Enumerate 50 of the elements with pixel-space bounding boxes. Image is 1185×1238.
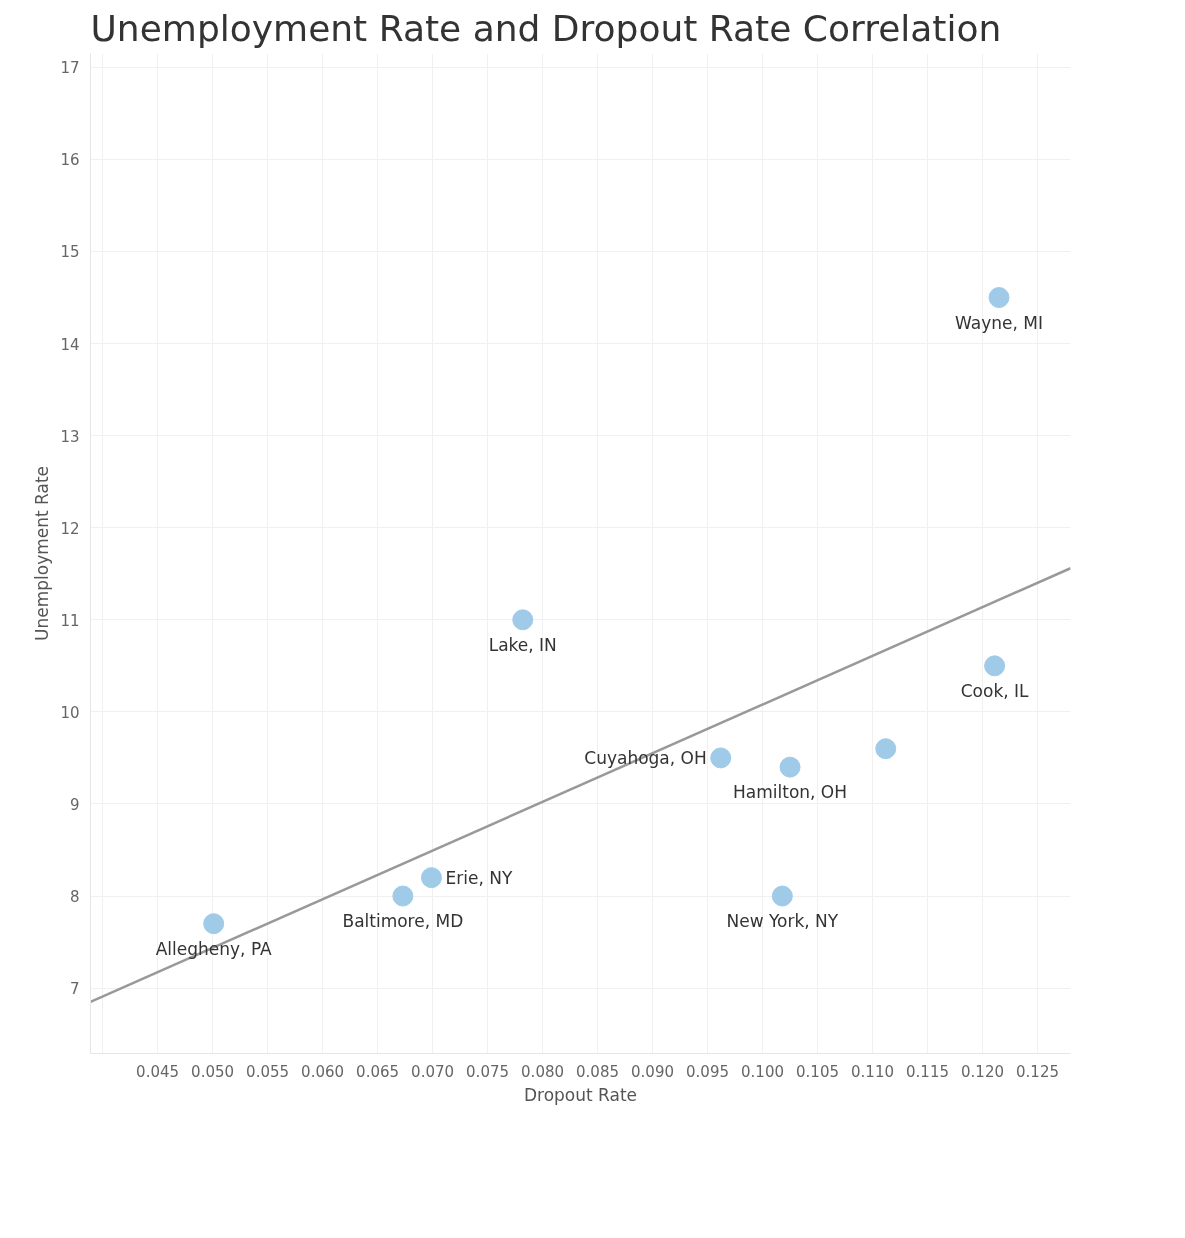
y-tick-label: 13 xyxy=(60,427,80,446)
annotation: Wayne, MI xyxy=(955,312,1043,333)
x-tick-label: 0.055 xyxy=(246,1062,290,1081)
annotation: Cuyahoga, OH xyxy=(584,747,707,768)
x-tick-label: 0.115 xyxy=(906,1062,949,1081)
x-tick-label: 0.050 xyxy=(191,1062,235,1081)
x-tick-label: 0.045 xyxy=(136,1062,180,1081)
annotation: Cook, IL xyxy=(960,680,1030,701)
x-tick-label: 0.060 xyxy=(301,1062,345,1081)
annotation: Allegheny, PA xyxy=(155,938,273,959)
x-tick-label: 0.065 xyxy=(356,1062,400,1081)
point xyxy=(420,867,442,889)
point xyxy=(779,756,801,778)
annotation: Lake, IN xyxy=(488,634,557,655)
y-tick-label: 17 xyxy=(60,59,80,78)
point xyxy=(512,609,534,631)
point xyxy=(710,747,732,769)
y-tick-label: 7 xyxy=(69,980,80,999)
chart-title: Unemployment Rate and Dropout Rate Correlation xyxy=(90,7,1002,49)
x-tick-label: 0.090 xyxy=(631,1062,675,1081)
y-tick-label: 8 xyxy=(69,888,80,907)
point xyxy=(392,885,414,907)
point xyxy=(984,655,1006,677)
annotation: Erie, NY xyxy=(445,867,513,888)
x-axis-title: Dropout Rate xyxy=(523,1084,638,1105)
y-axis-title: Unemployment Rate xyxy=(32,465,53,642)
x-tick-label: 0.095 xyxy=(686,1062,730,1081)
annotation: Baltimore, MD xyxy=(342,911,464,932)
y-tick-label: 11 xyxy=(60,611,80,630)
y-tick-label: 12 xyxy=(60,519,80,538)
y-tick-label: 15 xyxy=(60,243,80,262)
annotation: New York, NY xyxy=(726,911,839,932)
point xyxy=(771,885,793,907)
y-tick-label: 16 xyxy=(60,151,80,170)
x-tick-label: 0.075 xyxy=(466,1062,510,1081)
x-tick-label: 0.070 xyxy=(411,1062,455,1081)
x-tick-label: 0.100 xyxy=(741,1062,785,1081)
x-tick-label: 0.125 xyxy=(1016,1062,1059,1081)
y-tick-label: 10 xyxy=(60,703,80,722)
annotation: Hamilton, OH xyxy=(733,782,848,803)
x-tick-label: 0.110 xyxy=(851,1062,894,1081)
y-tick-label: 14 xyxy=(60,335,80,354)
y-tick-label: 9 xyxy=(69,795,80,814)
point xyxy=(988,287,1010,308)
point xyxy=(875,738,897,760)
x-tick-label: 0.085 xyxy=(576,1062,620,1081)
x-tick-label: 0.105 xyxy=(796,1062,840,1081)
x-tick-label: 0.120 xyxy=(961,1062,1004,1081)
point xyxy=(203,913,225,935)
x-tick-label: 0.080 xyxy=(521,1062,565,1081)
